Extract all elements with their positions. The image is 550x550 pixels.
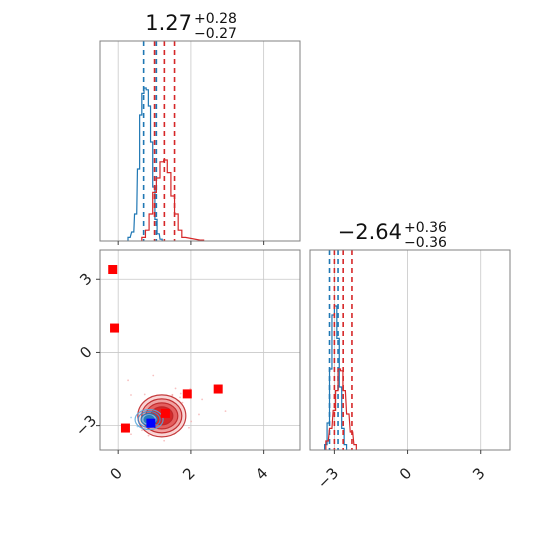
- bottom-left-sample-point: [171, 393, 174, 396]
- bottom-left-sample-point: [163, 439, 166, 442]
- bottom-right-x-tick-label: 3: [469, 464, 488, 483]
- bottom-left-sample-point: [201, 398, 204, 401]
- top-left-panel: 1.27 +0.28−0.27: [99, 11, 301, 245]
- bottom-left-sample-point: [224, 410, 227, 413]
- bottom-left-red-marker: [120, 423, 130, 433]
- top-left-title-minus: −0.27: [194, 26, 237, 42]
- top-left-title-plus: +0.28: [194, 11, 237, 27]
- bottom-left-x-tick-label: 0: [107, 464, 126, 483]
- bottom-right-x-tick-label: 0: [396, 464, 415, 483]
- bottom-left-sample-point: [181, 401, 184, 404]
- bottom-left-sample-point: [152, 374, 155, 377]
- bottom-left-sample-point: [174, 387, 177, 390]
- bottom-left-y-tick-label: −3: [72, 411, 100, 439]
- bottom-left-sample-point: [198, 413, 200, 416]
- bottom-right-title-plus: +0.36: [404, 220, 447, 236]
- bottom-right-hist-series-0: [324, 305, 348, 450]
- bottom-left-red-marker: [213, 384, 223, 394]
- bottom-left-sample-point: [190, 420, 193, 423]
- top-left-frame: [99, 40, 301, 242]
- bottom-left-sample-point: [188, 426, 190, 429]
- bottom-left-sample-point: [141, 429, 143, 432]
- bottom-right-frame: [309, 249, 511, 451]
- bottom-left-red-marker: [110, 323, 120, 333]
- bottom-left-x-tick-label: 2: [179, 464, 198, 483]
- bottom-left-sample-point: [179, 392, 182, 395]
- bottom-left-y-tick-label: 0: [76, 343, 95, 362]
- bottom-left-sample-point: [127, 379, 129, 382]
- bottom-left-sample-point: [147, 434, 150, 437]
- bottom-left-y-tick-label: 3: [76, 270, 95, 289]
- bottom-left-blue-marker: [146, 418, 156, 428]
- bottom-right-x-tick-label: −3: [314, 464, 342, 492]
- bottom-left-sample-point: [130, 394, 132, 396]
- top-left-hist-series-1: [141, 159, 205, 241]
- bottom-right-panel: −2.64 +0.36−0.36: [309, 220, 511, 454]
- bottom-left-sample-point: [179, 396, 181, 399]
- bottom-left-sample-point: [189, 387, 192, 390]
- bottom-left-red-marker: [182, 389, 192, 399]
- bottom-left-sample-point: [143, 393, 146, 396]
- bottom-left-blue-contour-0: [134, 408, 164, 431]
- bottom-right-hist-series-1: [325, 368, 357, 450]
- bottom-left-panel: [96, 249, 301, 454]
- bottom-left-sample-point: [130, 416, 132, 419]
- top-left-title-value: 1.27: [145, 11, 192, 35]
- top-left-hist-series-0: [127, 87, 163, 241]
- bottom-left-frame: [99, 249, 301, 451]
- bottom-right-title-minus: −0.36: [404, 235, 447, 251]
- bottom-right-title-value: −2.64: [338, 220, 402, 244]
- bottom-left-sample-point: [130, 433, 132, 436]
- bottom-left-x-tick-label: 4: [252, 464, 271, 483]
- bottom-left-red-marker: [160, 408, 170, 418]
- bottom-left-red-marker: [108, 265, 118, 275]
